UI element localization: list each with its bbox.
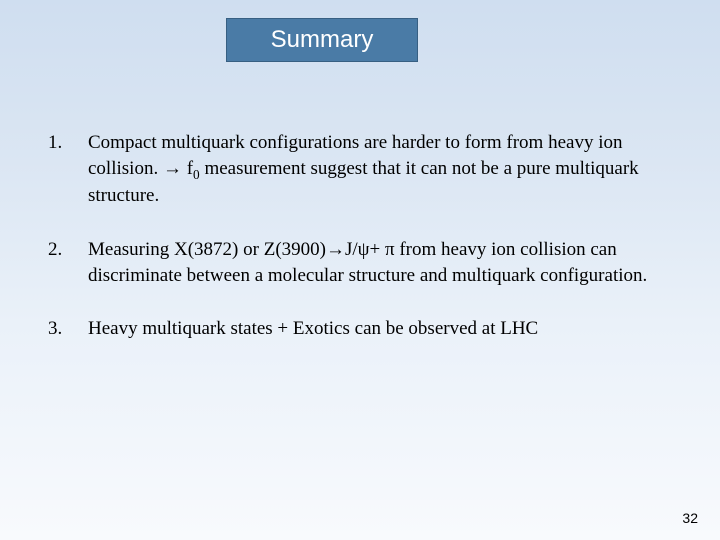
slide: Summary 1. Compact multiquark configurat… <box>0 0 720 540</box>
item-text: Heavy multiquark states + Exotics can be… <box>88 316 672 342</box>
page-number: 32 <box>682 510 698 526</box>
item-number: 3. <box>48 316 88 342</box>
list-item: 3. Heavy multiquark states + Exotics can… <box>48 316 672 342</box>
summary-list: 1. Compact multiquark configurations are… <box>48 130 672 370</box>
list-item: 2. Measuring X(3872) or Z(3900)→J/ψ+ π f… <box>48 237 672 288</box>
item-text: Measuring X(3872) or Z(3900)→J/ψ+ π from… <box>88 237 672 288</box>
item-number: 2. <box>48 237 88 263</box>
list-item: 1. Compact multiquark configurations are… <box>48 130 672 209</box>
item-number: 1. <box>48 130 88 156</box>
item-text: Compact multiquark configurations are ha… <box>88 130 672 209</box>
title-box: Summary <box>226 18 418 62</box>
slide-title: Summary <box>271 26 374 54</box>
